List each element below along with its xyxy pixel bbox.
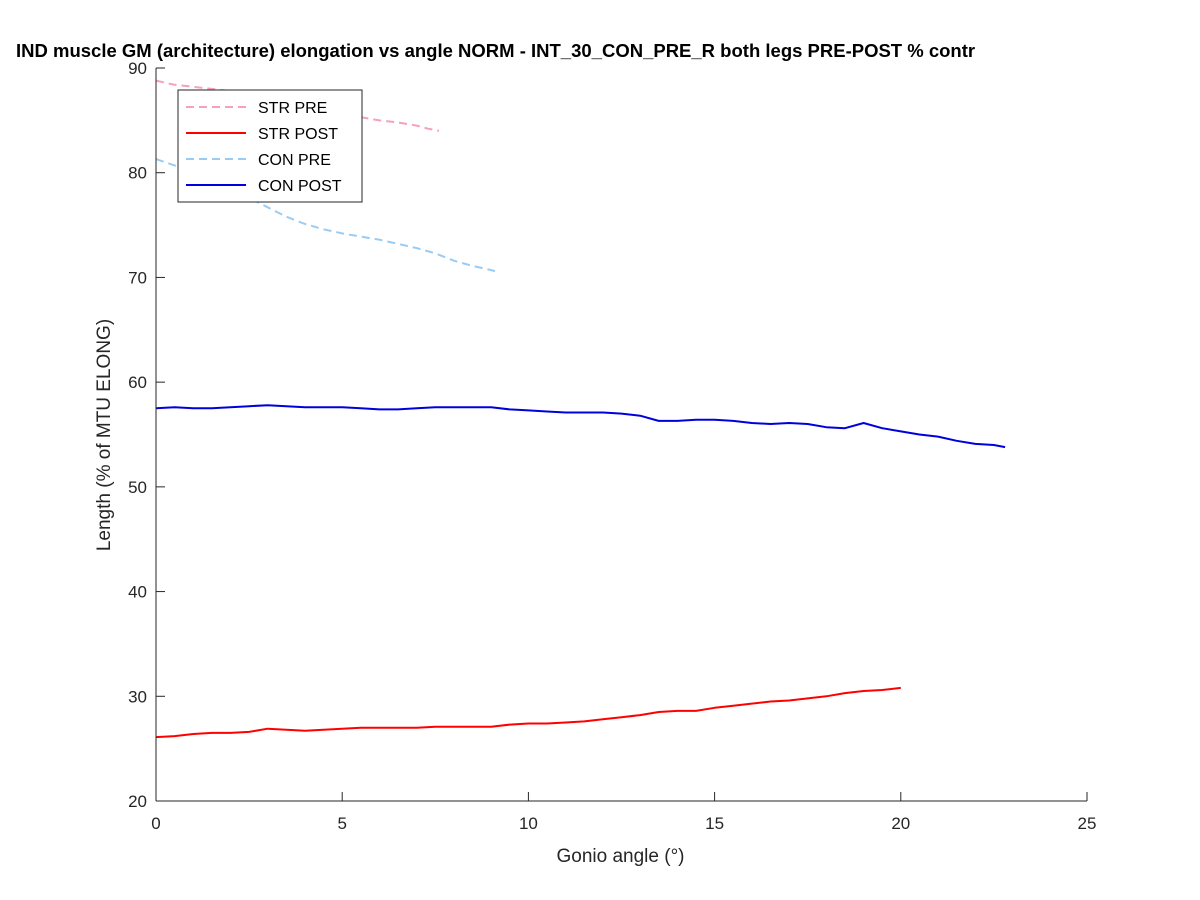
y-tick-label: 30 (128, 687, 147, 706)
legend-box (177, 89, 363, 203)
series-line-1 (155, 79, 440, 132)
x-tick-label: 25 (1078, 814, 1097, 833)
legend: STR PRE STR POST CON PRE CON POST (177, 89, 363, 203)
legend-entry-label: CON PRE (258, 152, 331, 169)
x-tick-label: 0 (151, 814, 160, 833)
y-tick-label: 50 (128, 478, 147, 497)
legend-entry-label: STR POST (258, 126, 338, 143)
series-layer (155, 79, 1006, 739)
y-tick-label: 20 (128, 792, 147, 811)
x-tick-label: 10 (519, 814, 538, 833)
x-tick-label: 15 (705, 814, 724, 833)
y-tick-label: 70 (128, 268, 147, 287)
y-tick-label: 40 (128, 583, 147, 602)
legend-entry-label: STR PRE (258, 100, 327, 117)
series-line-4 (155, 404, 1006, 449)
y-tick-label: 60 (128, 373, 147, 392)
y-tick-label: 80 (128, 164, 147, 183)
x-axis-label: Gonio angle (°) (557, 846, 685, 867)
legend-entry-label: CON POST (258, 178, 342, 195)
chart-title: IND muscle GM (architecture) elongation … (16, 40, 975, 61)
series-line-3 (155, 158, 496, 273)
x-tick-label: 5 (337, 814, 346, 833)
y-tick-label: 90 (128, 59, 147, 78)
axes-layer: 0 5 10 15 20 25 20 30 40 50 60 70 80 90 (128, 59, 1096, 833)
x-tick-label: 20 (891, 814, 910, 833)
series-line-2 (155, 686, 901, 739)
y-axis-label: Length (% of MTU ELONG) (94, 319, 115, 551)
